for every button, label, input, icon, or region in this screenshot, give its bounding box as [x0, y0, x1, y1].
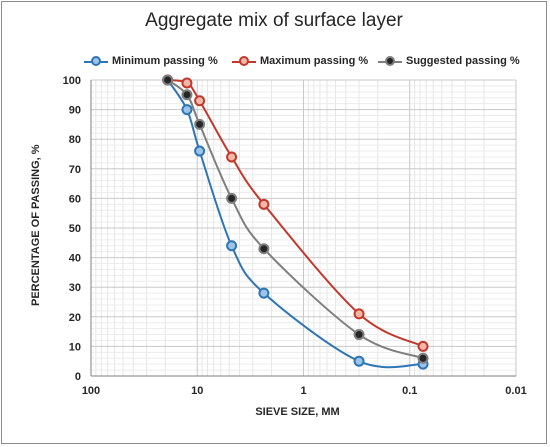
series-line-maximum: [167, 79, 424, 348]
data-point-maximum: [258, 198, 270, 210]
data-point-minimum: [194, 145, 206, 157]
data-point-suggested: [162, 74, 174, 86]
y-tick-label: 60: [69, 193, 81, 205]
y-tick-label: 70: [69, 164, 81, 176]
data-point-minimum: [258, 287, 270, 299]
y-tick-label: 50: [69, 223, 81, 235]
y-tick-label: 30: [69, 282, 81, 294]
y-axis-title: PERCENTAGE OF PASSING, %: [30, 144, 42, 306]
y-tick-label: 0: [75, 371, 81, 383]
data-point-maximum: [353, 308, 365, 320]
data-point-maximum: [417, 340, 429, 352]
data-point-suggested: [258, 243, 270, 255]
series-line-minimum: [166, 79, 424, 369]
data-point-minimum: [353, 355, 365, 367]
y-tick-label: 20: [69, 312, 81, 324]
data-point-suggested: [194, 118, 206, 130]
data-point-maximum: [226, 151, 238, 163]
data-point-suggested: [353, 329, 365, 341]
y-tick-label: 80: [69, 134, 81, 146]
data-point-minimum: [226, 240, 238, 252]
chart-legend: Minimum passing % Maximum passing % Sugg…: [0, 54, 548, 70]
data-point-suggested: [417, 352, 429, 364]
x-tick-label: 0.1: [402, 385, 417, 397]
y-tick-label: 100: [63, 75, 81, 87]
x-tick-label: 10: [191, 385, 203, 397]
x-axis-title: SIEVE SIZE, MM: [255, 406, 339, 418]
data-point-minimum: [181, 104, 193, 116]
y-tick-label: 40: [69, 253, 81, 265]
x-tick-label: 0.01: [505, 385, 526, 397]
legend-label: Minimum passing %: [112, 55, 218, 67]
legend-label: Maximum passing %: [260, 55, 369, 67]
data-point-suggested: [226, 192, 238, 204]
y-tick-label: 10: [69, 341, 81, 353]
legend-swatch-marker: [239, 56, 249, 66]
legend-label: Suggested passing %: [406, 55, 520, 67]
legend-swatch-marker: [91, 56, 101, 66]
x-tick-label: 100: [82, 385, 100, 397]
legend-swatch-marker: [385, 56, 395, 66]
data-point-suggested: [181, 89, 193, 101]
data-point-maximum: [194, 95, 206, 107]
data-point-maximum: [181, 77, 193, 89]
y-tick-label: 90: [69, 105, 81, 117]
x-tick-label: 1: [300, 385, 306, 397]
chart-title: Aggregate mix of surface layer: [145, 10, 403, 31]
